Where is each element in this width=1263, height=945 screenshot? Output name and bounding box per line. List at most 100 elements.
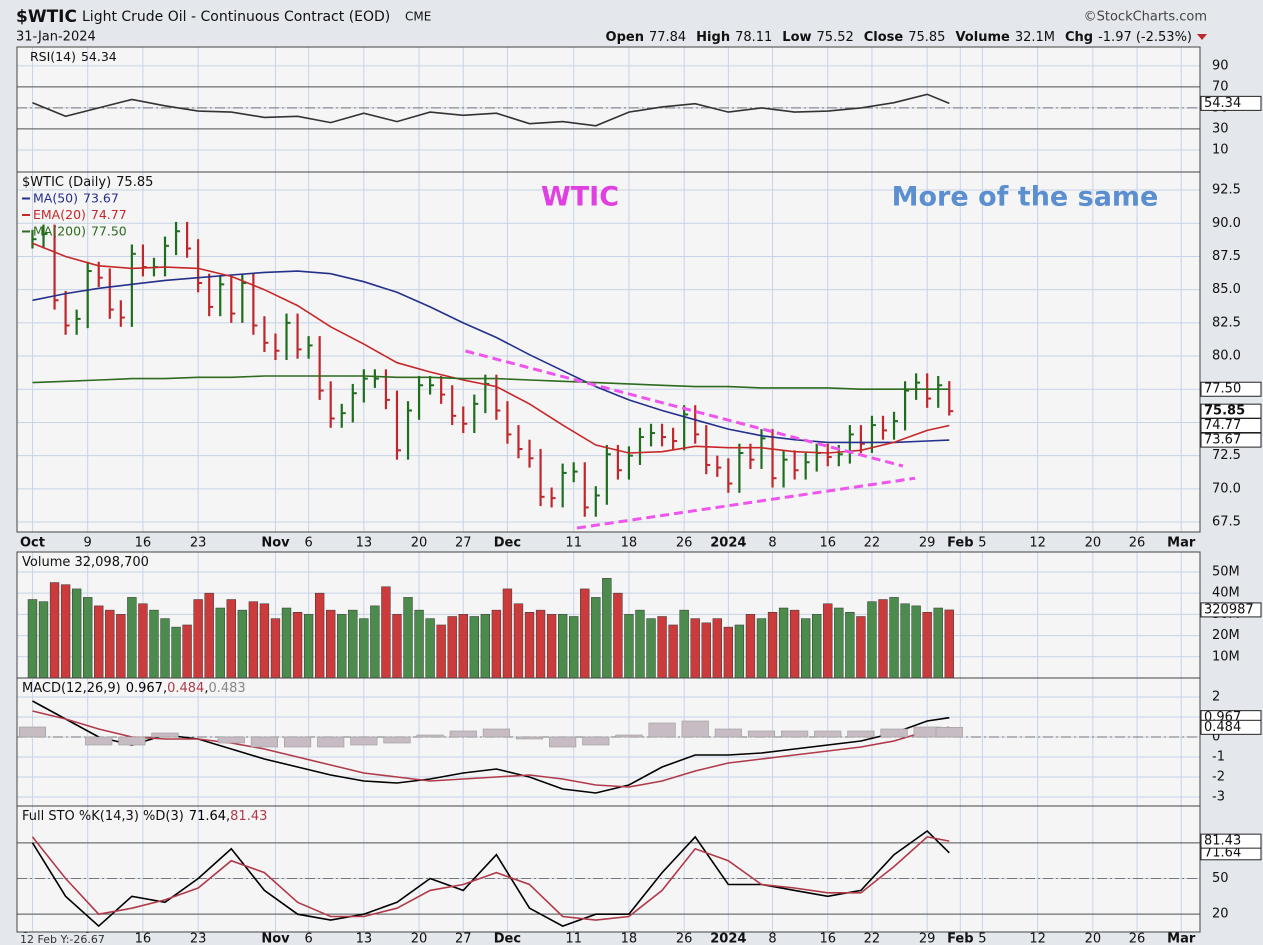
histogram-bar	[515, 736, 544, 740]
volume-bar	[436, 624, 446, 679]
volume-bar	[546, 614, 557, 679]
volume-bar	[303, 614, 314, 679]
y-tick-label: 40M	[1212, 586, 1240, 601]
panel-legend: MACD(12,26,9) 0.967,0.484,0.483	[22, 681, 246, 696]
y-tick-label: 10M	[1212, 649, 1240, 664]
legend-entry: MA(200) 77.50	[33, 223, 127, 238]
volume-bar	[381, 586, 391, 679]
panel	[17, 806, 1200, 932]
y-tick-label: 80.0	[1212, 349, 1241, 364]
x-tick-label: 27	[455, 536, 472, 551]
chart-date: 31-Jan-2024	[16, 30, 96, 45]
x-tick-label: 11	[565, 536, 582, 551]
volume-bar	[624, 614, 634, 679]
x-tick-label: 2024	[710, 536, 746, 551]
x-tick-label: Oct	[20, 536, 45, 551]
volume-bar	[292, 611, 303, 679]
volume-bar	[812, 614, 822, 679]
series-line	[32, 242, 950, 454]
y-tick-label: -3	[1212, 790, 1225, 805]
last-value-box	[1200, 95, 1262, 111]
y-tick-label: 70.0	[1212, 481, 1241, 496]
legend-sep: ,	[163, 681, 167, 696]
x-tick-label: 16	[819, 932, 836, 945]
volume-bar	[856, 616, 866, 679]
histogram-bar	[85, 736, 113, 746]
quote-value: 78.11	[735, 30, 772, 45]
legend-entry: RSI(14) 54.34	[30, 49, 117, 64]
legend-name: EMA(20)	[33, 207, 86, 222]
volume-bar	[171, 626, 181, 679]
volume-bar	[403, 597, 413, 679]
legend-sep: ,	[226, 809, 230, 824]
volume-bar	[204, 592, 214, 679]
series-line	[32, 93, 950, 127]
x-tick-label: Feb	[947, 932, 973, 945]
x-tick-label: Mar	[1167, 536, 1196, 551]
panel-border	[16, 171, 1201, 533]
histogram-bar	[935, 727, 963, 738]
x-tick-label: 26	[676, 536, 693, 551]
x-tick-label: 8	[768, 536, 776, 551]
quote-value: 77.84	[649, 30, 686, 45]
volume-bar	[491, 609, 502, 679]
histogram-bar	[714, 728, 742, 738]
volume-bar	[49, 582, 60, 679]
histogram-bar	[747, 730, 776, 738]
y-tick-label: 0	[1212, 730, 1220, 745]
volume-bar	[878, 599, 888, 679]
legend-title: Full STO %K(14,3) %D(3)	[22, 809, 184, 824]
last-value-label: 71.64	[1204, 845, 1241, 860]
legend-name: MA(200)	[33, 223, 86, 238]
volume-bar	[425, 618, 435, 679]
x-tick-label: 2024	[710, 932, 746, 945]
legend-value: 0.484	[167, 681, 204, 696]
volume-bar	[535, 609, 546, 679]
x-tick-label: 16	[135, 536, 152, 551]
histogram-bar	[681, 720, 709, 738]
volume-bar	[834, 607, 844, 679]
x-tick-label: 20	[411, 932, 428, 945]
volume-bar	[690, 618, 700, 679]
y-tick-label: 70	[1212, 79, 1229, 94]
y-tick-label: 92.5	[1212, 183, 1241, 198]
x-tick-label: 20	[1085, 932, 1102, 945]
y-tick-label: 2	[1212, 690, 1220, 705]
quote-value: 32.1M	[1015, 30, 1055, 45]
series-line	[32, 375, 950, 390]
panel-border	[16, 805, 1201, 933]
x-tick-label: 29	[919, 932, 936, 945]
volume-bar	[524, 611, 535, 679]
last-value-box	[1200, 602, 1262, 618]
y-tick-label: 87.5	[1212, 249, 1241, 264]
volume-bar	[823, 603, 833, 679]
volume-bar	[712, 618, 722, 679]
copyright: ©StockCharts.com	[1084, 10, 1207, 25]
volume-bar	[160, 618, 170, 679]
x-tick-label: 20	[1085, 536, 1102, 551]
volume-bar	[248, 601, 259, 679]
legend-entry: EMA(20) 74.77	[33, 207, 127, 222]
volume-bar	[270, 618, 281, 679]
quote-value: -1.97 (-2.53%)	[1098, 30, 1192, 45]
y-tick-label: -1	[1212, 750, 1225, 765]
y-tick-label: 20M	[1212, 628, 1240, 643]
volume-bar	[447, 616, 457, 679]
x-tick-label: 8	[768, 932, 776, 945]
x-tick-label: 23	[190, 932, 207, 945]
volume-bar	[668, 624, 678, 679]
histogram-bar	[250, 736, 278, 748]
x-tick-label: 5	[978, 932, 986, 945]
exchange: CME	[405, 10, 431, 24]
last-value-label: 77.50	[1204, 382, 1241, 397]
series-line	[32, 710, 950, 788]
cursor-readout-box	[17, 933, 129, 945]
volume-bar	[800, 618, 811, 679]
y-tick-label: 90	[1212, 58, 1229, 73]
legend-entry: MA(50) 73.67	[33, 190, 119, 205]
quote-line: Open 77.84 High 78.11 Low 75.52 Close 75.85 Volu…	[606, 30, 1192, 45]
volume-bar	[314, 592, 325, 679]
annotation: More of the same	[892, 182, 1159, 213]
x-tick-label: 27	[455, 932, 472, 945]
volume-bar	[94, 605, 104, 679]
